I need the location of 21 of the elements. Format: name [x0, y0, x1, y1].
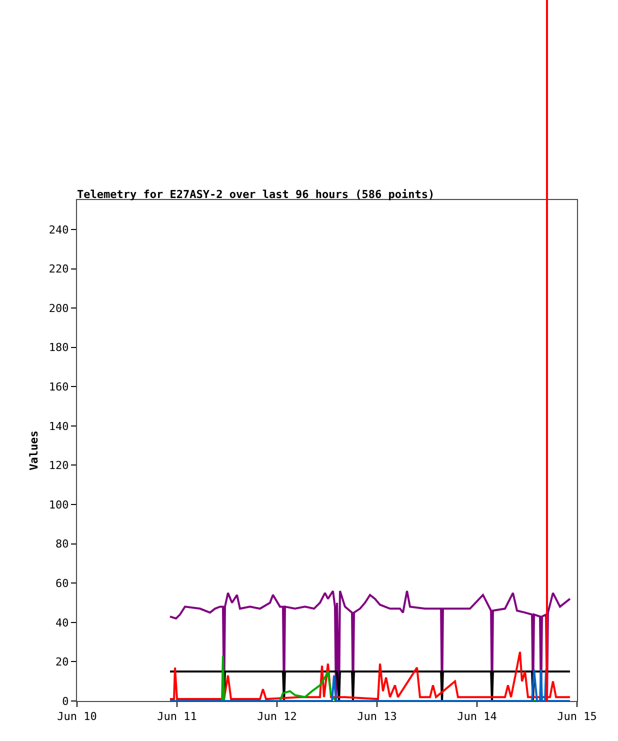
x-tick-label: Jun 13: [357, 710, 397, 724]
y-tick-label: 140: [48, 420, 69, 433]
y-tick-label: 200: [48, 302, 69, 315]
x-tick-label: Jun 15: [557, 710, 597, 724]
x-tick-label: Jun 14: [457, 710, 498, 724]
y-tick-label: 220: [48, 262, 69, 276]
y-tick-label: 0: [62, 694, 69, 708]
x-tick-label: Jun 10: [57, 710, 97, 724]
y-tick-label: 160: [48, 380, 69, 394]
y-tick-label: 40: [56, 616, 69, 630]
y-tick-label: 80: [56, 538, 69, 551]
y-tick-label: 100: [48, 498, 69, 512]
y-tick-label: 240: [48, 223, 69, 236]
x-tick-label: Jun 12: [257, 710, 297, 724]
y-tick-label: 20: [56, 656, 69, 669]
y-tick-label: 60: [56, 576, 69, 590]
x-tick-label: Jun 11: [157, 710, 197, 724]
y-axis-title: Values: [28, 430, 41, 470]
chart-title: Telemetry for E27ASY-2 over last 96 hours (586 points): [77, 188, 435, 201]
y-tick-label: 180: [48, 341, 69, 354]
y-tick-label: 120: [48, 459, 69, 472]
